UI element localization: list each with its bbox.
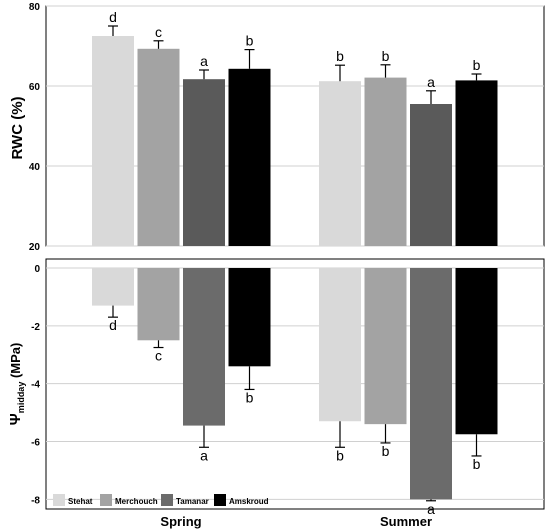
rwc-significance-letter: b [246,33,254,49]
legend-swatch-tamanar [161,494,173,506]
rwc-significance-letter: b [336,48,344,64]
psi-bar-amskroud-spring [228,268,271,367]
psi-bar-stehat-spring [92,268,134,306]
psi-bar-amskroud-summer [455,268,498,435]
psi-panel: 0 -2 -4 -6 -8 d c a b b b a b Stehat Merchouch Tamana… [7,258,545,517]
psi-significance-letter: d [109,317,117,333]
legend-swatch-stehat [53,494,65,506]
rwc-bar-tamanar-summer [410,104,452,246]
rwc-bar-merchouch-spring [137,48,180,246]
x-category-label-spring: Spring [160,514,201,529]
legend-label-tamanar: Tamanar [176,497,209,506]
rwc-bar-tamanar-spring [183,79,225,246]
rwc-significance-letter: a [200,53,208,69]
legend-label-merchouch: Merchouch [115,497,158,506]
psi-bars: d c a b b b a b [92,268,498,517]
rwc-significance-letter: a [427,74,435,90]
psi-y-tick-label: -4 [31,380,40,391]
psi-bar-merchouch-spring [137,268,180,341]
rwc-bar-stehat-summer [319,81,361,246]
legend-label-stehat: Stehat [68,497,93,506]
rwc-significance-letter: b [473,57,481,73]
psi-bar-stehat-summer [319,268,361,422]
psi-significance-letter: b [473,456,481,472]
psi-significance-letter: c [155,348,162,364]
rwc-bar-amskroud-spring [228,68,271,246]
psi-significance-letter: b [336,447,344,463]
psi-significance-letter: a [427,501,435,517]
rwc-bar-amskroud-summer [455,80,498,247]
psi-y-axis-label-main: Ψ [7,413,24,425]
rwc-bar-stehat-spring [92,36,134,246]
rwc-significance-letter: c [155,24,162,40]
rwc-y-axis-label: RWC (%) [9,96,26,159]
legend-swatch-amskroud [214,494,226,506]
psi-bar-merchouch-summer [364,268,407,425]
psi-y-tick-label: 0 [34,264,40,275]
rwc-y-ticks: 20 40 60 80 [29,2,41,253]
psi-bar-tamanar-spring [183,268,225,426]
rwc-bar-merchouch-summer [364,77,407,246]
psi-y-ticks: 0 -2 -4 -6 -8 [31,264,40,506]
psi-significance-letter: a [200,447,208,463]
rwc-significance-letter: d [109,9,117,25]
psi-y-tick-label: -2 [31,322,40,333]
rwc-y-tick-label: 20 [29,242,41,253]
x-category-label-summer: Summer [380,514,432,529]
psi-y-axis-label-unit: (MPa) [8,343,23,382]
rwc-y-tick-label: 80 [29,2,41,13]
psi-y-tick-label: -8 [31,495,40,506]
psi-significance-letter: b [246,389,254,405]
psi-y-axis-label: Ψmidday (MPa) [7,343,26,426]
rwc-bars: d c a b b b a b [92,9,498,247]
psi-y-axis-label-sub: midday [16,382,26,414]
psi-y-tick-label: -6 [31,437,40,448]
rwc-y-tick-label: 40 [29,162,41,173]
rwc-y-tick-label: 60 [29,82,41,93]
legend-label-amskroud: Amskroud [229,497,269,506]
rwc-panel: 20 40 60 80 d c a b b b a b RWC (%) [9,2,545,253]
psi-bar-tamanar-summer [410,268,452,500]
rwc-significance-letter: b [382,48,390,64]
legend-swatch-merchouch [100,494,112,506]
legend: Stehat Merchouch Tamanar Amskroud [53,494,269,506]
psi-significance-letter: b [382,443,390,459]
